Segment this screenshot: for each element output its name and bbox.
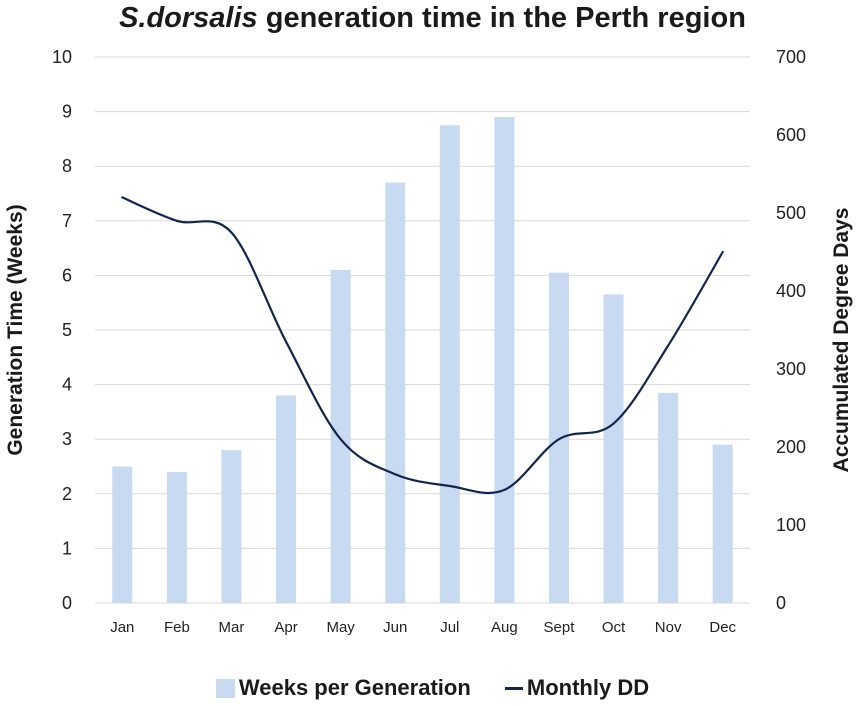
x-tick-label: Jun <box>383 619 407 636</box>
x-tick-label: Feb <box>164 619 190 636</box>
x-tick-label: Sept <box>544 619 576 636</box>
x-tick-label: May <box>326 619 355 636</box>
y-left-tick-label: 0 <box>62 593 72 613</box>
monthly-dd-line <box>121 196 724 495</box>
bar <box>276 395 297 603</box>
y-left-tick-label: 4 <box>62 375 72 395</box>
y-right-tick-label: 700 <box>776 47 806 67</box>
legend-item-monthly-dd: Monthly DD <box>504 675 650 701</box>
y-right-tick-label: 400 <box>776 281 806 301</box>
bar <box>548 272 569 603</box>
legend-swatch-weeks <box>215 678 235 698</box>
legend: Weeks per Generation Monthly DD <box>0 674 865 701</box>
y-left-tick-label: 6 <box>62 265 72 285</box>
y-left-tick-label: 10 <box>52 47 72 67</box>
x-tick-label: Jan <box>110 619 134 636</box>
y-left-tick-label: 9 <box>62 102 72 122</box>
y-right-tick-label: 200 <box>776 437 806 457</box>
y-left-tick-label: 3 <box>62 429 72 449</box>
y-left-tick-label: 5 <box>62 320 72 340</box>
bar <box>221 450 242 603</box>
y-right-tick-label: 300 <box>776 359 806 379</box>
bar <box>166 471 187 603</box>
x-tick-label: Mar <box>219 619 245 636</box>
y-right-tick-label: 100 <box>776 515 806 535</box>
y-right-tick-label: 0 <box>776 593 786 613</box>
y-left-tick-label: 1 <box>62 538 72 558</box>
y-right-axis-title: Accumulated Degree Days <box>830 208 853 473</box>
legend-label-weeks: Weeks per Generation <box>238 675 471 701</box>
bar <box>439 125 460 603</box>
chart-title: S.dorsalis generation time in the Perth … <box>0 2 865 35</box>
y-left-tick-label: 8 <box>62 156 72 176</box>
x-tick-label: Oct <box>602 619 626 636</box>
y-left-tick-label: 2 <box>62 484 72 504</box>
bar <box>494 117 515 603</box>
x-tick-label: Nov <box>655 619 682 636</box>
chart-title-text: generation time in the Perth region <box>257 2 746 34</box>
legend-label-monthly-dd: Monthly DD <box>526 675 650 701</box>
bar <box>603 294 624 603</box>
x-tick-label: Jul <box>440 619 459 636</box>
y-right-tick-label: 500 <box>776 203 806 223</box>
bar <box>112 466 133 603</box>
bar <box>712 444 733 603</box>
y-right-tick-label: 600 <box>776 125 806 145</box>
x-tick-label: Aug <box>491 619 518 636</box>
legend-item-weeks: Weeks per Generation <box>215 675 471 701</box>
x-tick-label: Dec <box>709 619 736 636</box>
bar <box>385 182 406 603</box>
chart-title-species: S.dorsalis <box>119 2 258 34</box>
x-tick-label: Apr <box>274 619 297 636</box>
y-left-tick-label: 7 <box>62 211 72 231</box>
y-left-axis-title: Generation Time (Weeks) <box>4 204 27 455</box>
bar <box>330 269 351 603</box>
legend-swatch-monthly-dd <box>504 686 523 690</box>
bar <box>658 392 679 603</box>
